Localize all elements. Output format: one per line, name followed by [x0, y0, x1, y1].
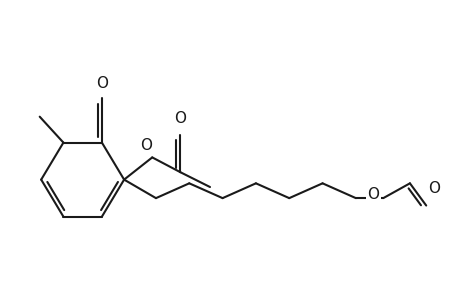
- Text: O: O: [367, 187, 379, 202]
- Text: O: O: [95, 76, 108, 91]
- Text: O: O: [174, 111, 186, 126]
- Text: O: O: [427, 181, 439, 196]
- Text: O: O: [140, 138, 152, 153]
